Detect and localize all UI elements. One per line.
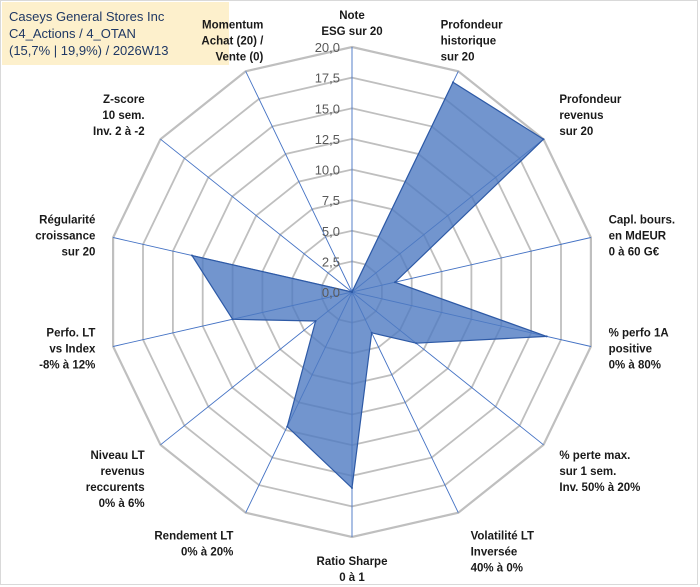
axis-label-10-line-3: reccurents: [86, 482, 145, 494]
tick-label-1: 2,5: [322, 254, 340, 269]
data-point-2: [452, 81, 454, 84]
chart-title-box: Caseys General Stores Inc C4_Actions / 4…: [2, 2, 229, 65]
axis-label-7-line-3: 40% à 0%: [471, 563, 523, 575]
axis-label-5: % perfo 1A positive 0% à 80%: [609, 328, 669, 372]
axis-label-1-line-1: Note: [339, 10, 365, 22]
axis-label-14-line-2: Achat (20) /: [201, 35, 264, 47]
axis-label-12-line-3: sur 20: [62, 246, 96, 258]
axis-label-3-line-1: Profondeur: [559, 94, 621, 106]
axis-label-7: Volatilité LT Inversée 40% à 0%: [471, 531, 534, 575]
axis-label-5-line-2: positive: [609, 344, 652, 356]
tick-label-6: 15,0: [315, 101, 340, 116]
axis-label-4-line-1: Capl. bours.: [609, 214, 675, 226]
axis-label-6: % perte max. sur 1 sem. Inv. 50% à 20%: [559, 450, 640, 494]
axis-label-5-line-1: % perfo 1A: [609, 328, 669, 340]
data-point-10: [314, 320, 317, 322]
axis-label-3-line-3: sur 20: [559, 126, 593, 138]
axis-label-11: Perfo. LT vs Index -8% à 12%: [39, 328, 96, 372]
data-point-11: [231, 318, 234, 321]
axis-label-13-line-3: Inv. 2 à -2: [93, 126, 145, 138]
axis-label-11-line-3: -8% à 12%: [39, 360, 95, 372]
tick-label-7: 17,5: [315, 71, 340, 86]
axis-label-7-line-1: Volatilité LT: [471, 531, 534, 543]
axis-label-12: Régularité croissance sur 20: [35, 214, 95, 258]
axis-label-12-line-1: Régularité: [39, 214, 95, 226]
axis-label-3: Profondeur revenus sur 20: [559, 94, 621, 138]
axis-label-11-line-1: Perfo. LT: [46, 328, 95, 340]
axis-label-3-line-2: revenus: [559, 110, 603, 122]
data-point-12: [191, 254, 193, 257]
data-point-14: [351, 291, 353, 293]
data-point-6: [415, 342, 418, 345]
axis-label-2-line-3: sur 20: [441, 51, 475, 63]
axis-label-4-line-3: 0 à 60 G€: [609, 246, 660, 258]
axis-label-10-line-4: 0% à 6%: [99, 498, 145, 510]
axis-spoke-13: [160, 138, 353, 293]
data-point-8: [351, 487, 353, 489]
tick-label-5: 12,5: [315, 132, 340, 147]
data-point-3: [542, 138, 545, 141]
axis-label-1-line-2: ESG sur 20: [321, 26, 382, 38]
axis-label-14-line-1: Momentum: [202, 19, 263, 31]
axis-label-10: Niveau LT revenus reccurents 0% à 6%: [86, 450, 145, 510]
tick-label-2: 5,0: [322, 224, 340, 239]
axis-label-4-line-2: en MdEUR: [609, 230, 667, 242]
axis-label-10-line-1: Niveau LT: [90, 450, 144, 462]
axis-label-2-line-2: historique: [441, 35, 497, 47]
axis-label-6-line-2: sur 1 sem.: [559, 466, 616, 478]
axis-label-14-line-3: Vente (0): [215, 51, 263, 63]
axis-label-10-line-2: revenus: [100, 466, 144, 478]
axis-label-13: Z-score 10 sem. Inv. 2 à -2: [93, 94, 145, 138]
axis-label-11-line-2: vs Index: [49, 344, 96, 356]
title-company: Caseys General Stores Inc: [9, 9, 165, 24]
axis-label-13-line-1: Z-score: [103, 94, 145, 106]
axis-label-6-line-1: % perte max.: [559, 450, 630, 462]
axis-label-14: Momentum Achat (20) / Vente (0): [201, 19, 264, 63]
axis-label-8: Ratio Sharpe 0 à 1: [317, 556, 388, 584]
axis-label-1: Note ESG sur 20: [321, 10, 382, 38]
data-point-9: [286, 425, 289, 428]
axis-label-4: Capl. bours. en MdEUR 0 à 60 G€: [609, 214, 675, 258]
axis-label-13-line-2: 10 sem.: [102, 110, 144, 122]
title-portfolio: C4_Actions / 4_OTAN: [9, 26, 136, 41]
axis-label-8-line-2: 0 à 1: [339, 572, 365, 584]
axis-label-6-line-3: Inv. 50% à 20%: [559, 482, 640, 494]
axis-label-9-line-2: 0% à 20%: [181, 547, 233, 559]
axis-label-9-line-1: Rendement LT: [154, 531, 233, 543]
data-point-4: [394, 281, 396, 284]
axis-spoke-14: [245, 71, 353, 293]
axis-label-2: Profondeur historique sur 20: [441, 19, 503, 63]
data-point-7: [370, 331, 373, 334]
axis-label-7-line-2: Inversée: [471, 547, 518, 559]
tick-label-4: 10,0: [315, 163, 340, 178]
axis-label-2-line-1: Profondeur: [441, 19, 503, 31]
tick-label-0: 0,0: [322, 285, 340, 300]
axis-label-8-line-1: Ratio Sharpe: [317, 556, 388, 568]
axis-label-9: Rendement LT 0% à 20%: [154, 531, 233, 559]
tick-label-3: 7,5: [322, 193, 340, 208]
tick-label-8: 20,0: [315, 40, 340, 55]
axis-label-5-line-3: 0% à 80%: [609, 360, 661, 372]
axis-label-12-line-2: croissance: [35, 230, 95, 242]
title-period: (15,7% | 19,9%) / 2026W13: [9, 43, 169, 58]
data-point-5: [545, 335, 548, 338]
